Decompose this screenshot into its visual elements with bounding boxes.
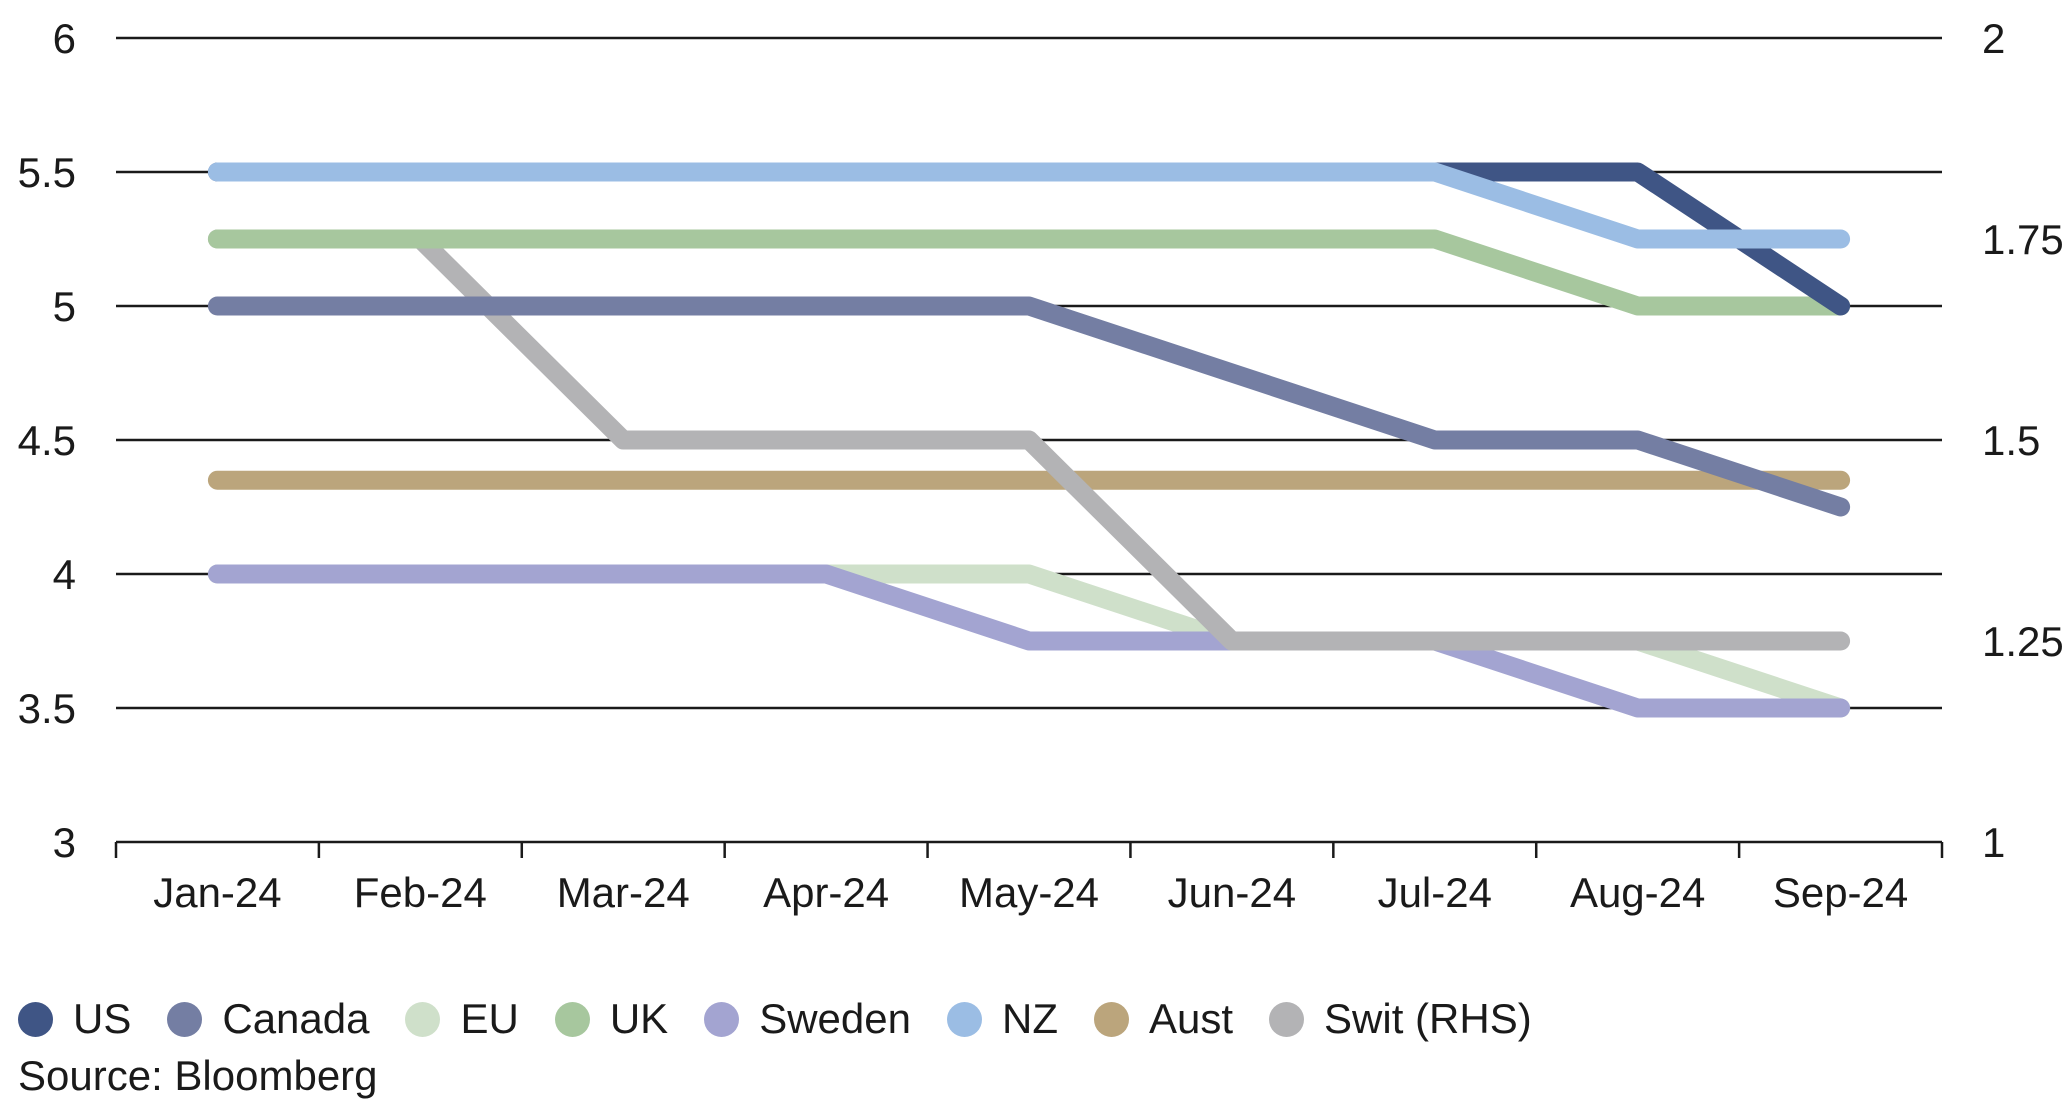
legend-item: Sweden bbox=[704, 995, 911, 1043]
legend-label: UK bbox=[609, 995, 669, 1042]
legend-label: Canada bbox=[222, 995, 370, 1042]
x-tick-label: Aug-24 bbox=[1570, 869, 1705, 916]
series-line bbox=[207, 564, 1851, 718]
series-line bbox=[207, 296, 1851, 517]
x-axis: Jan-24 Feb-24 Mar-24 Apr-24 May-24 Jun-24 Jul-… bbox=[114, 840, 1944, 916]
y-tick-label: 4.5 bbox=[18, 417, 76, 464]
legend-swatch bbox=[1269, 1001, 1305, 1037]
series-line bbox=[207, 162, 1851, 249]
y-tick-label: 5 bbox=[53, 283, 76, 330]
x-tick-label: Jun-24 bbox=[1168, 869, 1296, 916]
y2-tick-label: 1.5 bbox=[1982, 417, 2040, 464]
x-tick-label: Mar-24 bbox=[557, 869, 690, 916]
series-line bbox=[207, 229, 1851, 316]
legend-item: UK bbox=[554, 995, 669, 1043]
legend-label: NZ bbox=[1001, 995, 1058, 1042]
legend-swatch bbox=[405, 1001, 441, 1037]
legend-label: Sweden bbox=[759, 995, 911, 1042]
source-note: Source: Bloomberg bbox=[18, 1052, 378, 1099]
x-tick-label: Sep-24 bbox=[1773, 869, 1908, 916]
legend-swatch bbox=[18, 1001, 53, 1037]
x-tick-label: Jan-24 bbox=[153, 869, 281, 916]
y2-tick-label: 1.75 bbox=[1982, 216, 2064, 263]
legend-swatch bbox=[704, 1001, 740, 1037]
legend-item: Canada bbox=[167, 995, 369, 1043]
y-tick-label: 3 bbox=[53, 819, 76, 866]
x-tick-label: Apr-24 bbox=[763, 869, 889, 916]
legend-label: Aust bbox=[1148, 995, 1234, 1042]
legend-swatch bbox=[554, 1001, 590, 1037]
y-tick-label: 4 bbox=[53, 551, 76, 598]
legend-label: EU bbox=[460, 995, 519, 1042]
y2-tick-label: 1 bbox=[1982, 819, 2005, 866]
y2-tick-label: 2 bbox=[1982, 15, 2005, 62]
y-tick-label: 6 bbox=[53, 15, 76, 62]
y-axis-right: 2 1.75 1.5 1.25 1 bbox=[1982, 15, 2064, 866]
y-axis-left: 6 5.5 5 4.5 4 3.5 3 bbox=[18, 15, 76, 866]
legend-swatch bbox=[167, 1001, 203, 1037]
legend-item: NZ bbox=[946, 995, 1058, 1043]
x-tick-label: May-24 bbox=[959, 869, 1099, 916]
legend-label: Swit (RHS) bbox=[1324, 995, 1532, 1042]
legend-label: US bbox=[73, 995, 132, 1042]
x-tick-label: Feb-24 bbox=[354, 869, 487, 916]
legend-item: EU bbox=[405, 995, 519, 1043]
legend-item: Swit (RHS) bbox=[1269, 995, 1532, 1043]
legend-item: US bbox=[18, 995, 131, 1043]
x-tick-label: Jul-24 bbox=[1378, 869, 1492, 916]
y-tick-label: 3.5 bbox=[18, 685, 76, 732]
gridlines bbox=[116, 36, 1942, 710]
line-chart: Jan-24 Feb-24 Mar-24 Apr-24 May-24 Jun-24 Jul-… bbox=[18, 15, 2064, 916]
series-lines bbox=[207, 162, 1851, 718]
legend-swatch bbox=[946, 1001, 982, 1037]
y2-tick-label: 1.25 bbox=[1982, 618, 2064, 665]
legend-item: Aust bbox=[1093, 995, 1234, 1043]
legend: US Canada EU UK Sweden NZ Aust Swit (RHS) bbox=[18, 995, 1568, 1043]
legend-swatch bbox=[1093, 1001, 1129, 1037]
y-tick-label: 5.5 bbox=[18, 149, 76, 196]
